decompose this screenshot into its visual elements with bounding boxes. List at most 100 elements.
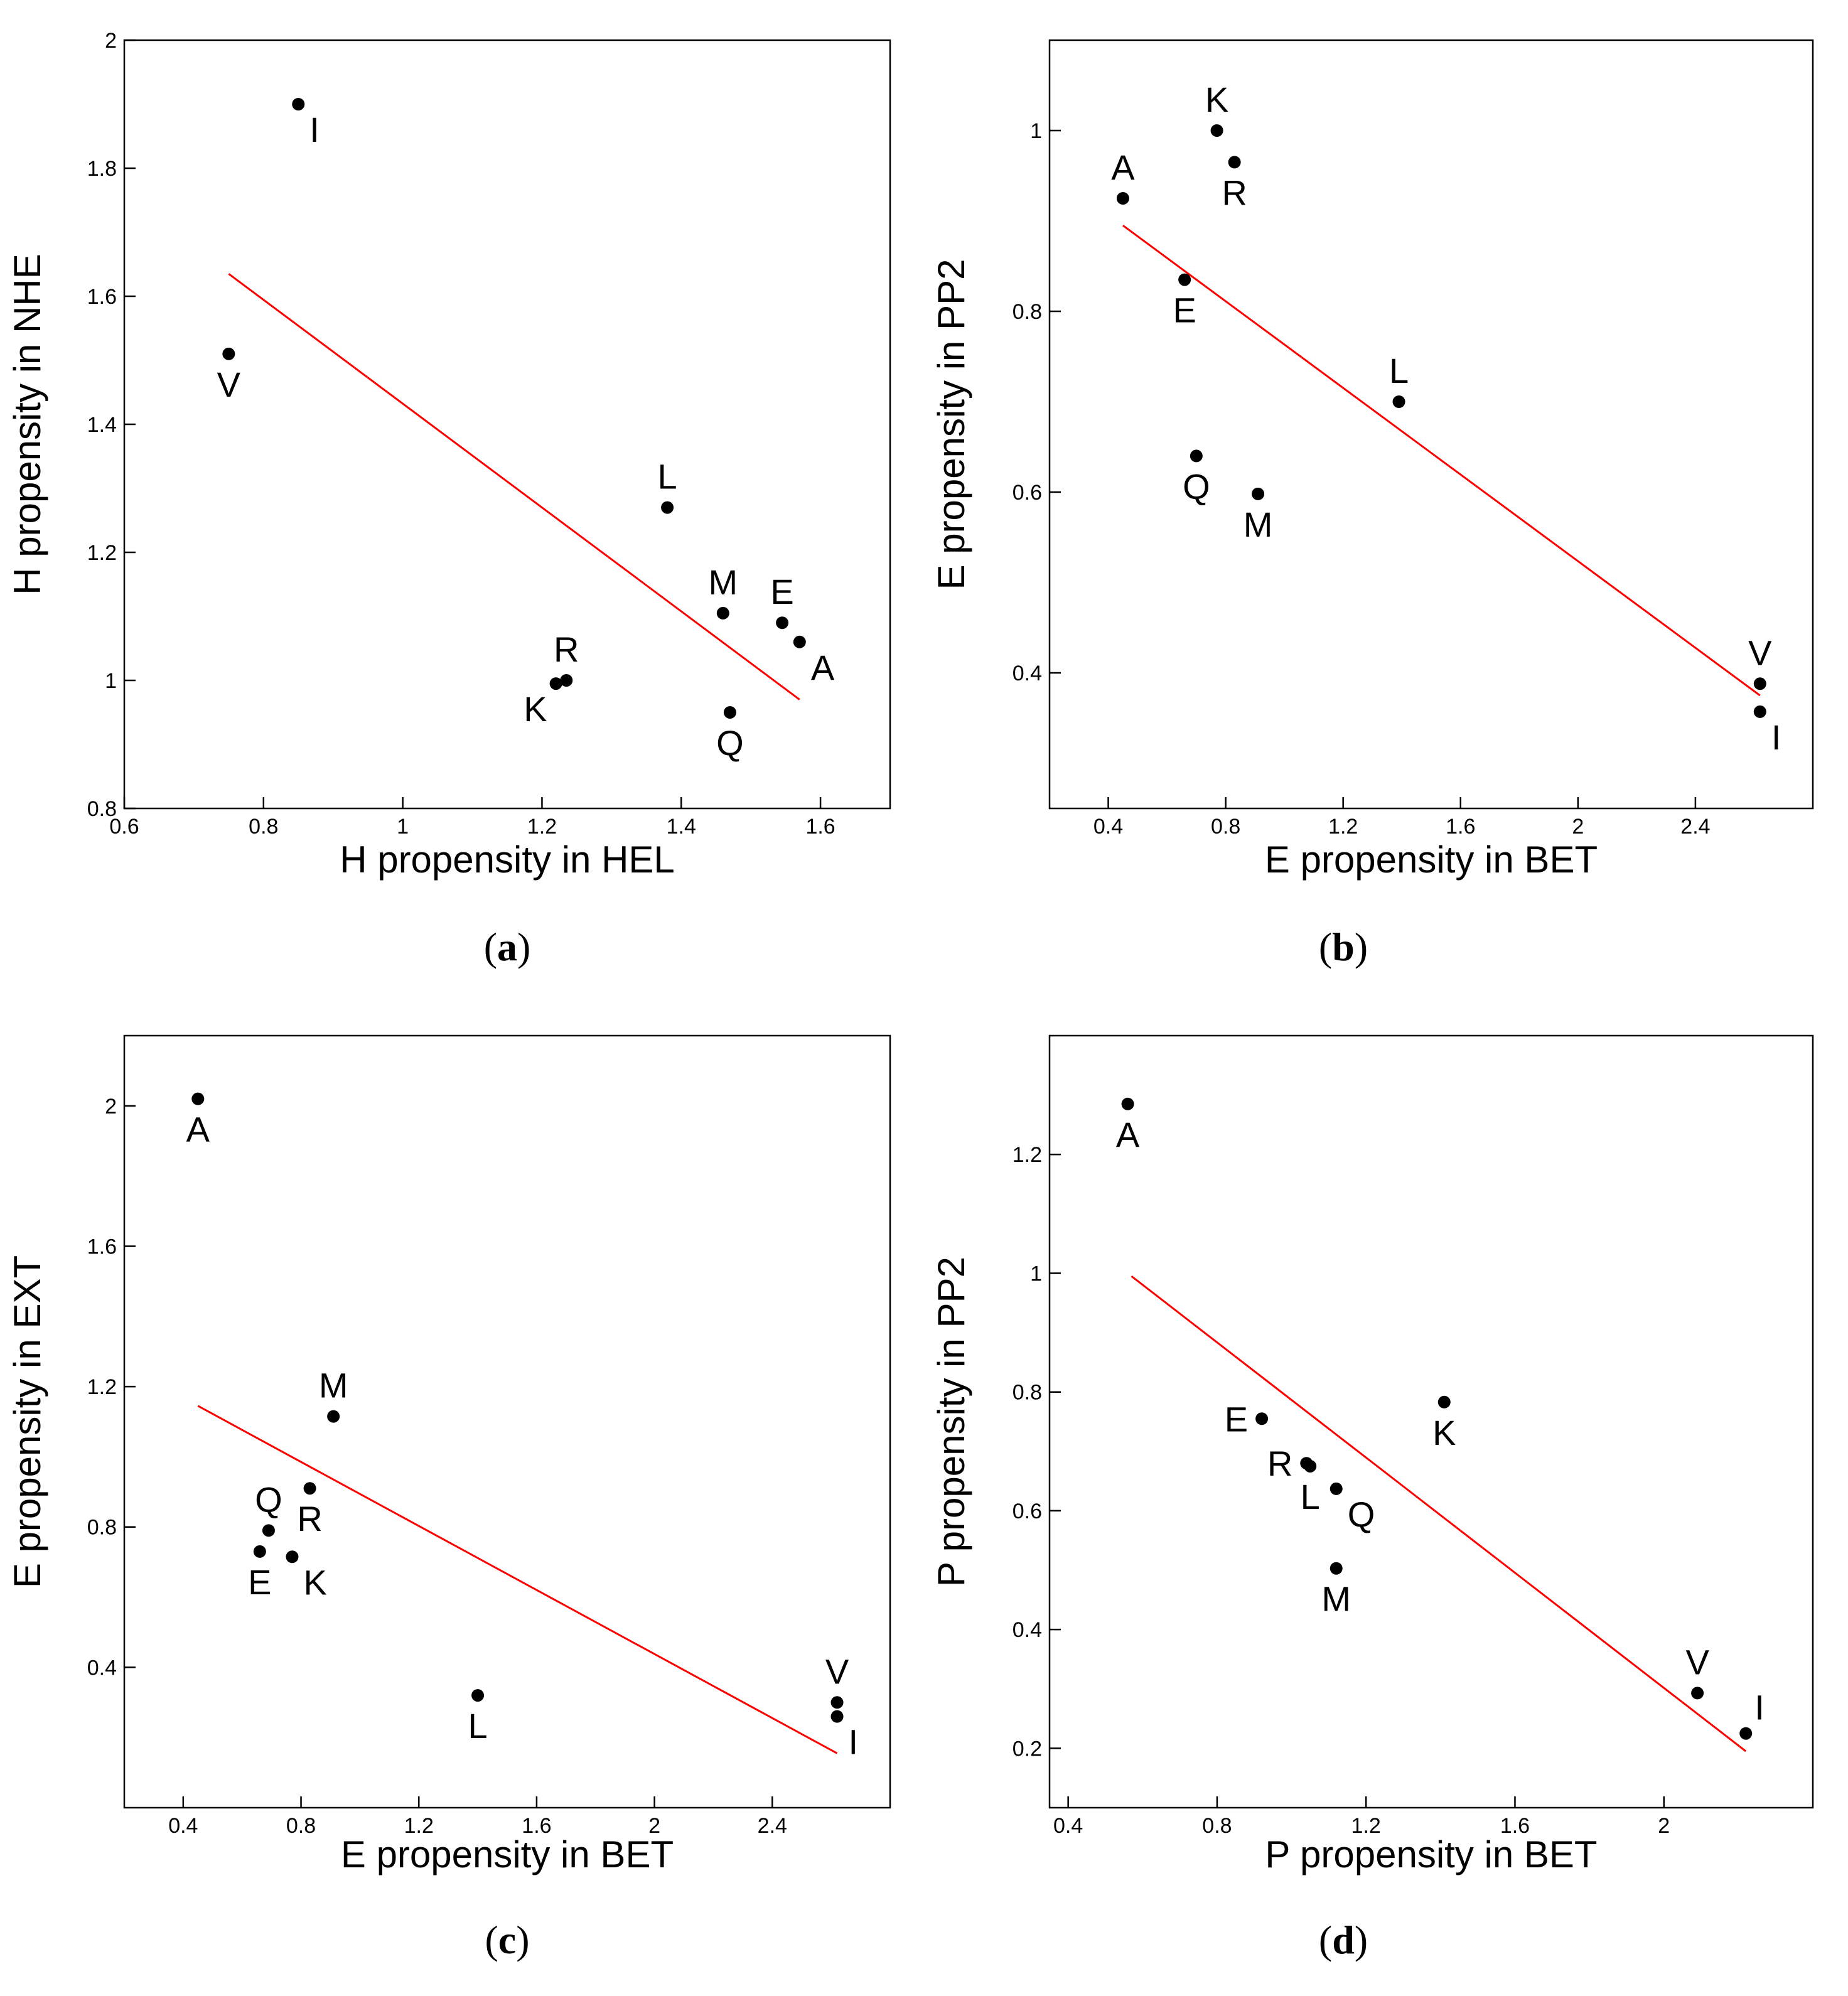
panel-caption-a: (a) (484, 925, 531, 969)
data-point-R (1228, 156, 1241, 169)
data-point-A (1121, 1097, 1134, 1110)
y-tick-label: 0.8 (87, 1516, 117, 1540)
chart-panel-a: 0.6 0.8 1 1.2 1.4 1.60.811.21.41.61.82H prope… (6, 29, 891, 969)
point-label-V: V (217, 365, 241, 404)
point-label-M: M (1321, 1579, 1351, 1619)
point-label-E: E (1173, 291, 1196, 330)
point-label-Q: Q (716, 723, 744, 763)
data-point-K (286, 1550, 299, 1564)
data-point-I (830, 1710, 844, 1723)
point-label-I: I (849, 1722, 859, 1762)
point-label-V: V (1685, 1642, 1709, 1682)
data-point-R (303, 1482, 316, 1495)
x-tick-label: 0.6 (109, 815, 139, 839)
y-axis-label: P propensity in PP2 (930, 1257, 972, 1587)
y-axis-label: E propensity in PP2 (930, 259, 972, 590)
data-point-M (1330, 1562, 1343, 1575)
x-tick-label: 0.8 (286, 1814, 316, 1838)
regression-line (197, 1405, 838, 1754)
data-point-A (191, 1092, 205, 1105)
point-label-L: L (658, 457, 677, 496)
x-tick-label: 1 (397, 815, 409, 839)
y-tick-label: 2 (105, 1095, 117, 1119)
data-point-K (549, 677, 562, 690)
data-point-E (776, 616, 789, 630)
data-point-V (222, 347, 235, 360)
point-label-I: I (309, 110, 320, 149)
data-point-M (327, 1410, 340, 1423)
data-point-V (1691, 1687, 1704, 1700)
y-tick-label: 0.6 (1013, 481, 1042, 505)
data-point-L (661, 501, 674, 514)
x-tick-label: 0.4 (1093, 815, 1123, 839)
y-tick-label: 1 (1030, 1262, 1042, 1285)
x-tick-label: 1.6 (805, 815, 835, 839)
point-label-A: A (186, 1110, 210, 1149)
point-label-L: L (1301, 1477, 1320, 1516)
y-tick-label: 0.4 (1013, 1618, 1042, 1642)
point-label-V: V (1748, 633, 1772, 672)
y-tick-label: 2 (105, 29, 117, 53)
point-label-M: M (1244, 505, 1273, 544)
y-tick-label: 1.8 (87, 157, 117, 181)
point-label-E: E (770, 572, 793, 611)
y-tick-label: 1.2 (1013, 1143, 1042, 1167)
plot-frame (1048, 1034, 1814, 1809)
chart-panel-b: 0.4 0.8 1.2 1.6 2 2.4 0.4 0.6 0.8 1 E propensity i… (930, 39, 1814, 969)
point-label-E: E (248, 1562, 271, 1602)
x-tick-label: 0.8 (1211, 815, 1240, 839)
y-axis-label: H propensity in NHE (6, 254, 48, 595)
y-tick-label: 0.6 (1013, 1500, 1042, 1523)
x-tick-label: 1.6 (1500, 1814, 1530, 1838)
chart-panel-c: 0.4 0.8 1.2 1.6 2 2.40.40.81.21.62E propensit… (6, 1034, 891, 1962)
x-axis-label: E propensity in BET (341, 1833, 674, 1875)
point-label-A: A (1116, 1115, 1140, 1154)
x-tick-label: 1.4 (667, 815, 696, 839)
point-label-M: M (319, 1366, 348, 1405)
x-axis-label: H propensity in HEL (340, 839, 675, 881)
y-tick-label: 0.2 (1013, 1737, 1042, 1761)
x-tick-label: 1.6 (1446, 815, 1475, 839)
data-point-E (253, 1545, 266, 1558)
data-point-I (1739, 1727, 1753, 1740)
data-point-A (793, 635, 806, 648)
y-tick-label: 1.2 (87, 1375, 117, 1399)
point-label-I: I (1771, 717, 1781, 757)
x-tick-label: 1.2 (1328, 815, 1358, 839)
y-tick-label: 0.8 (1013, 1381, 1042, 1405)
point-label-R: R (1267, 1444, 1292, 1483)
y-tick-label: 0.4 (87, 1656, 117, 1680)
data-point-Q (1330, 1482, 1343, 1495)
x-axis-label: P propensity in BET (1265, 1833, 1597, 1875)
point-label-M: M (708, 562, 738, 602)
point-label-K: K (524, 689, 547, 729)
point-label-Q: Q (1348, 1494, 1375, 1534)
data-point-K (1437, 1395, 1451, 1408)
point-label-L: L (1389, 351, 1409, 390)
point-label-L: L (468, 1706, 487, 1746)
x-tick-label: 0.4 (1053, 1814, 1083, 1838)
panel-caption-b: (b) (1319, 925, 1368, 969)
x-tick-label: 2 (1658, 1814, 1670, 1838)
regression-line (228, 273, 800, 700)
x-tick-label: 0.8 (249, 815, 278, 839)
data-point-A (1116, 192, 1129, 205)
x-axis-label: E propensity in BET (1265, 839, 1598, 881)
y-tick-label: 1 (105, 669, 117, 693)
point-label-Q: Q (255, 1479, 282, 1519)
point-label-R: R (1222, 173, 1247, 212)
x-tick-label: 2.4 (758, 1814, 787, 1838)
y-tick-label: 1.6 (87, 1235, 117, 1258)
data-point-V (830, 1696, 844, 1709)
data-point-Q (262, 1524, 275, 1537)
data-point-L (471, 1689, 485, 1702)
data-point-M (1252, 487, 1265, 500)
x-tick-label: 2.4 (1680, 815, 1710, 839)
x-tick-label: 1.6 (522, 1814, 551, 1838)
data-point-K (1210, 124, 1223, 137)
x-tick-label: 0.8 (1202, 1814, 1232, 1838)
y-tick-label: 0.4 (1013, 662, 1042, 685)
point-label-E: E (1225, 1399, 1248, 1439)
x-tick-label: 1.2 (404, 1814, 434, 1838)
